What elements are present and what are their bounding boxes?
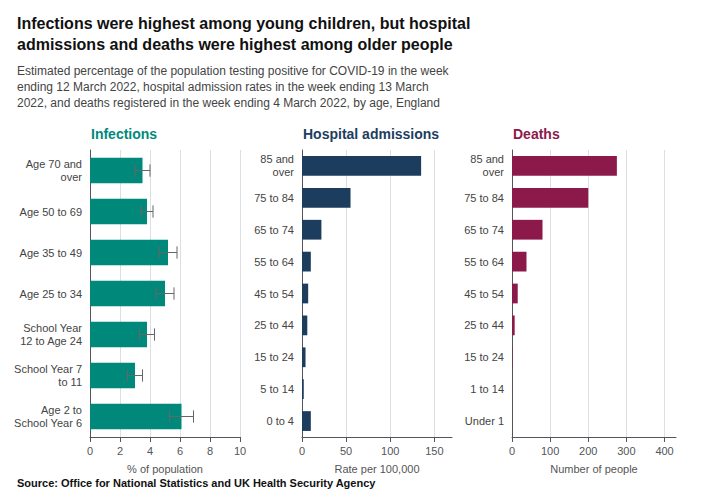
svg-text:ending 12 March 2022, hospital: ending 12 March 2022, hospital admission… [17,80,429,94]
svg-text:over: over [61,171,83,183]
svg-text:Age 70 and: Age 70 and [26,158,82,170]
svg-text:45 to 54: 45 to 54 [464,288,504,300]
svg-text:400: 400 [655,445,673,457]
svg-text:300: 300 [617,445,635,457]
svg-text:Deaths: Deaths [513,126,560,142]
svg-text:School Year 7: School Year 7 [14,363,82,375]
svg-text:65 to 74: 65 to 74 [464,224,504,236]
svg-text:Age 2 to: Age 2 to [41,404,82,416]
svg-text:100: 100 [381,445,399,457]
svg-text:admissions and deaths were hig: admissions and deaths were highest among… [17,36,453,53]
svg-text:0: 0 [299,445,305,457]
svg-text:6: 6 [177,445,183,457]
svg-text:Estimated percentage of the po: Estimated percentage of the population t… [17,64,450,78]
svg-text:Hospital admissions: Hospital admissions [303,126,439,142]
svg-text:85 and: 85 and [260,153,294,165]
svg-text:Infections were highest among: Infections were highest among young chil… [17,15,470,32]
svg-text:8: 8 [207,445,213,457]
svg-text:15 to 24: 15 to 24 [464,351,504,363]
svg-text:Age 25 to 34: Age 25 to 34 [20,288,82,300]
svg-text:10: 10 [234,445,246,457]
svg-text:85 and: 85 and [470,153,504,165]
svg-text:50: 50 [340,445,352,457]
svg-text:200: 200 [579,445,597,457]
svg-text:150: 150 [425,445,443,457]
svg-text:Infections: Infections [91,126,157,142]
svg-text:Age 50 to 69: Age 50 to 69 [20,206,82,218]
svg-text:Rate per 100,000: Rate per 100,000 [334,463,419,475]
svg-text:25 to 44: 25 to 44 [464,319,504,331]
svg-text:School Year: School Year [23,322,82,334]
svg-text:over: over [273,166,295,178]
svg-text:2: 2 [117,445,123,457]
svg-text:15 to 24: 15 to 24 [254,351,294,363]
svg-text:75 to 84: 75 to 84 [254,192,294,204]
svg-text:65 to 74: 65 to 74 [254,224,294,236]
svg-text:45 to 54: 45 to 54 [254,288,294,300]
svg-text:Age 35 to 49: Age 35 to 49 [20,247,82,259]
svg-text:over: over [483,166,505,178]
svg-text:1 to 14: 1 to 14 [470,383,504,395]
svg-text:to 11: to 11 [58,376,82,388]
svg-text:5 to 14: 5 to 14 [260,383,294,395]
svg-text:100: 100 [541,445,559,457]
svg-text:0: 0 [509,445,515,457]
svg-text:Number of people: Number of people [550,463,637,475]
svg-text:Source: Office for National St: Source: Office for National Statistics a… [17,477,376,489]
svg-text:75 to 84: 75 to 84 [464,192,504,204]
svg-text:2022, and deaths registered in: 2022, and deaths registered in the week … [17,96,440,110]
svg-text:55 to 64: 55 to 64 [464,256,504,268]
svg-text:12 to Age 24: 12 to Age 24 [20,335,82,347]
svg-text:4: 4 [147,445,153,457]
svg-text:School Year 6: School Year 6 [14,417,82,429]
svg-text:Under 1: Under 1 [465,415,504,427]
svg-text:25 to 44: 25 to 44 [254,319,294,331]
svg-text:55 to 64: 55 to 64 [254,256,294,268]
svg-text:0 to 4: 0 to 4 [266,415,294,427]
svg-text:0: 0 [87,445,93,457]
svg-text:% of population: % of population [127,463,203,475]
